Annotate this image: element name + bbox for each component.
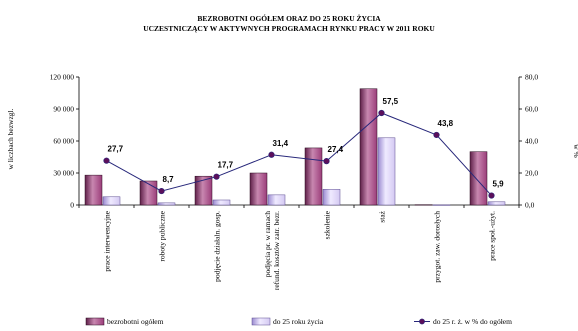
category-label: prace społ.-użyt. [488,211,497,261]
category-label: przygot. zaw. dorosłych [433,211,442,283]
category-label: szkolenie [323,210,332,239]
legend-marker-percent [419,318,425,325]
line-data-label: 27,7 [108,145,124,154]
category-label: prace interwencyjne [103,210,112,271]
legend-label-do-25-roku-zycia: do 25 roku życia [273,317,324,326]
bar-bezrobotni-ogolem [469,151,488,206]
line-point [103,157,110,164]
legend-label-percent: do 25 r. ż. w % do ogółem [433,317,512,326]
legend-swatch-bezrobotni-ogolem [85,317,105,326]
bar-bezrobotni-ogolem [304,147,323,206]
data-labels: 27,7 8,7 17,7 31,4 27,4 57,5 43,8 5,9 [108,97,505,189]
axes: 0 30 000 60 000 90 000 120 000 0,0 20,0 40,0 60,… [50,73,539,210]
chart-title-line-2: UCZESTNICZĄCY W AKTYWNYCH PROGRAMACH RYN… [143,24,435,33]
y2-tick-label: 40,0 [525,137,538,146]
category-label: staż [378,210,387,222]
line-point [323,158,330,165]
y-tick-label: 0 [70,201,74,210]
line-data-label: 43,8 [438,119,454,128]
bar-bezrobotni-ogolem [249,172,268,206]
line-series [103,109,495,199]
bar-do-25-roku-zycia [157,202,176,206]
category-label: roboty publiczne [158,210,167,261]
line-data-label: 27,4 [328,145,344,154]
bar-do-25-roku-zycia [102,196,121,206]
line-point [378,109,385,117]
y-tick-label: 60 000 [53,137,74,146]
bar-do-25-roku-zycia [377,137,396,206]
y-axis-title: w liczbach bezwzgl. [6,108,15,169]
y-tick-label: 90 000 [53,105,74,114]
bars [84,88,506,206]
y2-tick-label: 60,0 [525,105,538,114]
chart-title-line-1: BEZROBOTNI OGÓŁEM ORAZ DO 25 ROKU ŻYCIA [197,13,381,23]
bar-do-25-roku-zycia [487,201,506,206]
y2-tick-label: 0,0 [525,201,535,210]
y2-tick-label: 80,0 [525,73,538,82]
line-point [158,187,165,195]
bar-bezrobotni-ogolem [139,180,158,206]
line-data-label: 17,7 [218,161,234,170]
line-percent-series [106,112,492,196]
category-labels: prace interwencyjne roboty publiczne podję… [103,210,497,290]
bar-do-25-roku-zycia [322,189,341,206]
bar-bezrobotni-ogolem [194,175,213,206]
y2-axis-title: w % [572,144,578,158]
y-tick-label: 30 000 [53,169,74,178]
category-label: refund. kosztów zatr. bezr. [272,211,281,290]
bar-do-25-roku-zycia [432,204,451,206]
line-point [488,192,495,199]
y2-tick-label: 20,0 [525,169,538,178]
line-point [433,131,440,139]
line-point [213,173,220,180]
bar-bezrobotni-ogolem [359,88,378,206]
legend-swatch-do-25-roku-zycia [251,317,271,326]
category-label: podjęcia pr. w ramach [263,211,272,277]
bar-do-25-roku-zycia [212,199,231,206]
line-data-label: 31,4 [273,139,289,148]
line-data-label: 5,9 [493,180,505,189]
line-data-label: 8,7 [163,175,175,184]
bar-bezrobotni-ogolem [414,204,433,206]
y-tick-label: 120 000 [50,73,75,82]
category-label: podjęcie działaln. gosp. [213,211,222,282]
legend-label-bezrobotni-ogolem: bezrobotni ogółem [107,317,164,326]
line-data-label: 57,5 [383,97,399,106]
legend: bezrobotni ogółem do 25 roku życia do 25 r… [85,317,512,326]
bar-bezrobotni-ogolem [84,174,103,206]
bar-do-25-roku-zycia [267,194,286,206]
line-point [268,151,275,158]
